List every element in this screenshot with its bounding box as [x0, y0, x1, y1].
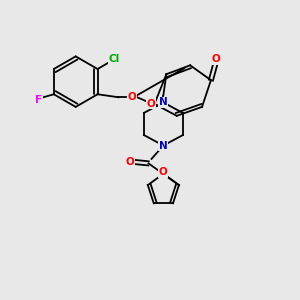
Text: Cl: Cl: [108, 54, 119, 64]
Text: O: O: [146, 99, 155, 109]
Text: O: O: [159, 167, 168, 177]
Text: O: O: [211, 54, 220, 64]
Text: N: N: [159, 98, 168, 107]
Text: N: N: [159, 140, 168, 151]
Text: F: F: [35, 95, 43, 105]
Text: O: O: [128, 92, 136, 102]
Text: O: O: [126, 157, 134, 167]
